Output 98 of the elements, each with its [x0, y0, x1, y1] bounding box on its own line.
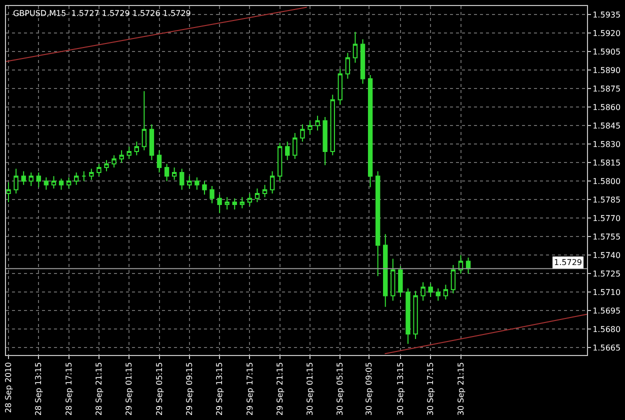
candlestick: [458, 254, 464, 274]
x-tick-label: 28 Sep 21:15: [94, 362, 104, 416]
candlestick: [420, 282, 426, 302]
candlestick: [104, 160, 109, 172]
candlestick: [300, 124, 305, 142]
candlestick: [436, 288, 440, 302]
candlestick: [292, 132, 298, 160]
y-tick-label: 1.5830: [592, 140, 621, 149]
candlestick: [194, 176, 200, 190]
y-tick-label: 1.5845: [592, 121, 621, 130]
y-tick-label: 1.5785: [592, 195, 621, 204]
ref-line-label: 1.5729: [554, 258, 582, 267]
candlestick: [413, 290, 418, 340]
candlestick: [149, 124, 154, 161]
y-tick-label: 1.5905: [592, 47, 621, 56]
candlestick: [375, 170, 380, 277]
y-tick-label: 1.5755: [592, 232, 621, 242]
candlestick: [180, 168, 184, 190]
candlestick: [232, 198, 237, 210]
candlestick: [51, 176, 56, 190]
x-tick-label: 30 Sep 17:15: [426, 362, 436, 416]
candlestick: [58, 178, 64, 190]
y-tick-label: 1.5815: [592, 158, 621, 168]
candlestick: [44, 176, 49, 190]
candlestick: [187, 176, 192, 190]
y-tick-label: 1.5890: [592, 66, 621, 75]
candlestick: [345, 52, 350, 80]
candlestick: [66, 176, 72, 190]
candlestick: [28, 172, 34, 187]
candlestick: [322, 116, 328, 166]
y-tick-label: 1.5935: [592, 10, 621, 20]
candlestick: [270, 170, 275, 194]
x-tick-label: 29 Sep 09:15: [185, 362, 194, 416]
candlestick: [308, 120, 312, 135]
candlestick: [6, 182, 11, 203]
candlestick: [428, 282, 433, 298]
x-tick-label: 28 Sep 17:15: [64, 362, 74, 416]
x-tick-label: 30 Sep 21:15: [456, 362, 466, 416]
x-tick-label: 28 Sep 2010: [4, 362, 14, 413]
candlestick: [126, 146, 132, 160]
candlestick: [172, 167, 177, 180]
candlestick: [112, 154, 116, 168]
candlestick: [217, 194, 222, 214]
candlestick: [82, 170, 86, 182]
candlestick: [36, 172, 42, 188]
y-tick-label: 1.5665: [592, 343, 621, 352]
candlestick: [383, 234, 388, 308]
x-tick-label: 30 Sep 09:05: [364, 362, 374, 416]
candlestick: [164, 163, 170, 182]
y-tick-label: 1.5725: [592, 269, 621, 278]
candlestick: [330, 94, 335, 156]
candlestick: [202, 180, 207, 196]
x-tick-label: 29 Sep 13:15: [215, 362, 224, 416]
y-tick-label: 1.5920: [592, 28, 621, 38]
candlestick: [450, 264, 456, 294]
y-tick-label: 1.5710: [592, 288, 621, 297]
candlestick: [352, 31, 358, 64]
x-tick-label: 29 Sep 05:15: [154, 362, 164, 416]
x-tick-label: 29 Sep 21:15: [275, 362, 284, 416]
candlestick: [156, 150, 162, 173]
y-tick-label: 1.5680: [592, 324, 621, 334]
x-tick-label: 29 Sep 17:15: [245, 362, 254, 416]
candlestick: [368, 74, 373, 188]
candlestick: [443, 284, 448, 300]
candlestick: [262, 184, 268, 198]
candlestick: [14, 168, 18, 194]
candlestick: [21, 170, 26, 186]
candlestick: [142, 90, 147, 151]
y-tick-label: 1.5740: [592, 250, 621, 260]
candlestick: [134, 141, 139, 156]
x-tick-label: 28 Sep 13:15: [34, 362, 44, 416]
candlestick: [390, 258, 396, 302]
x-tick-label: 30 Sep 01:15: [306, 362, 315, 416]
x-tick-label: 30 Sep 13:15: [396, 362, 406, 416]
candlestick: [247, 192, 252, 206]
candlestick: [240, 196, 245, 209]
candlestick: [285, 141, 290, 161]
candlestick: [224, 196, 230, 210]
x-tick-label: 30 Sep 05:15: [336, 362, 345, 416]
candlestick: [89, 168, 94, 180]
candlestick: [406, 288, 410, 344]
y-tick-label: 1.5695: [592, 306, 621, 316]
candlestick: [360, 38, 366, 84]
y-tick-label: 1.5875: [592, 84, 621, 94]
candlestick: [210, 186, 214, 204]
chart-title: GBPUSD,M15 1.5727 1.5729 1.5726 1.5729: [12, 9, 191, 18]
y-tick-label: 1.5800: [592, 176, 621, 186]
y-tick-label: 1.5860: [592, 102, 621, 112]
candlestick: [74, 172, 79, 186]
candlestick: [278, 142, 282, 182]
candlestick: [119, 150, 124, 164]
y-tick-label: 1.5770: [592, 214, 621, 223]
candlestick: [96, 163, 102, 177]
candlestick: [254, 188, 260, 203]
candlestick: [338, 68, 342, 106]
candlestick: [315, 115, 320, 132]
candlestick: [398, 266, 403, 298]
x-tick-label: 29 Sep 01:15: [124, 362, 134, 416]
